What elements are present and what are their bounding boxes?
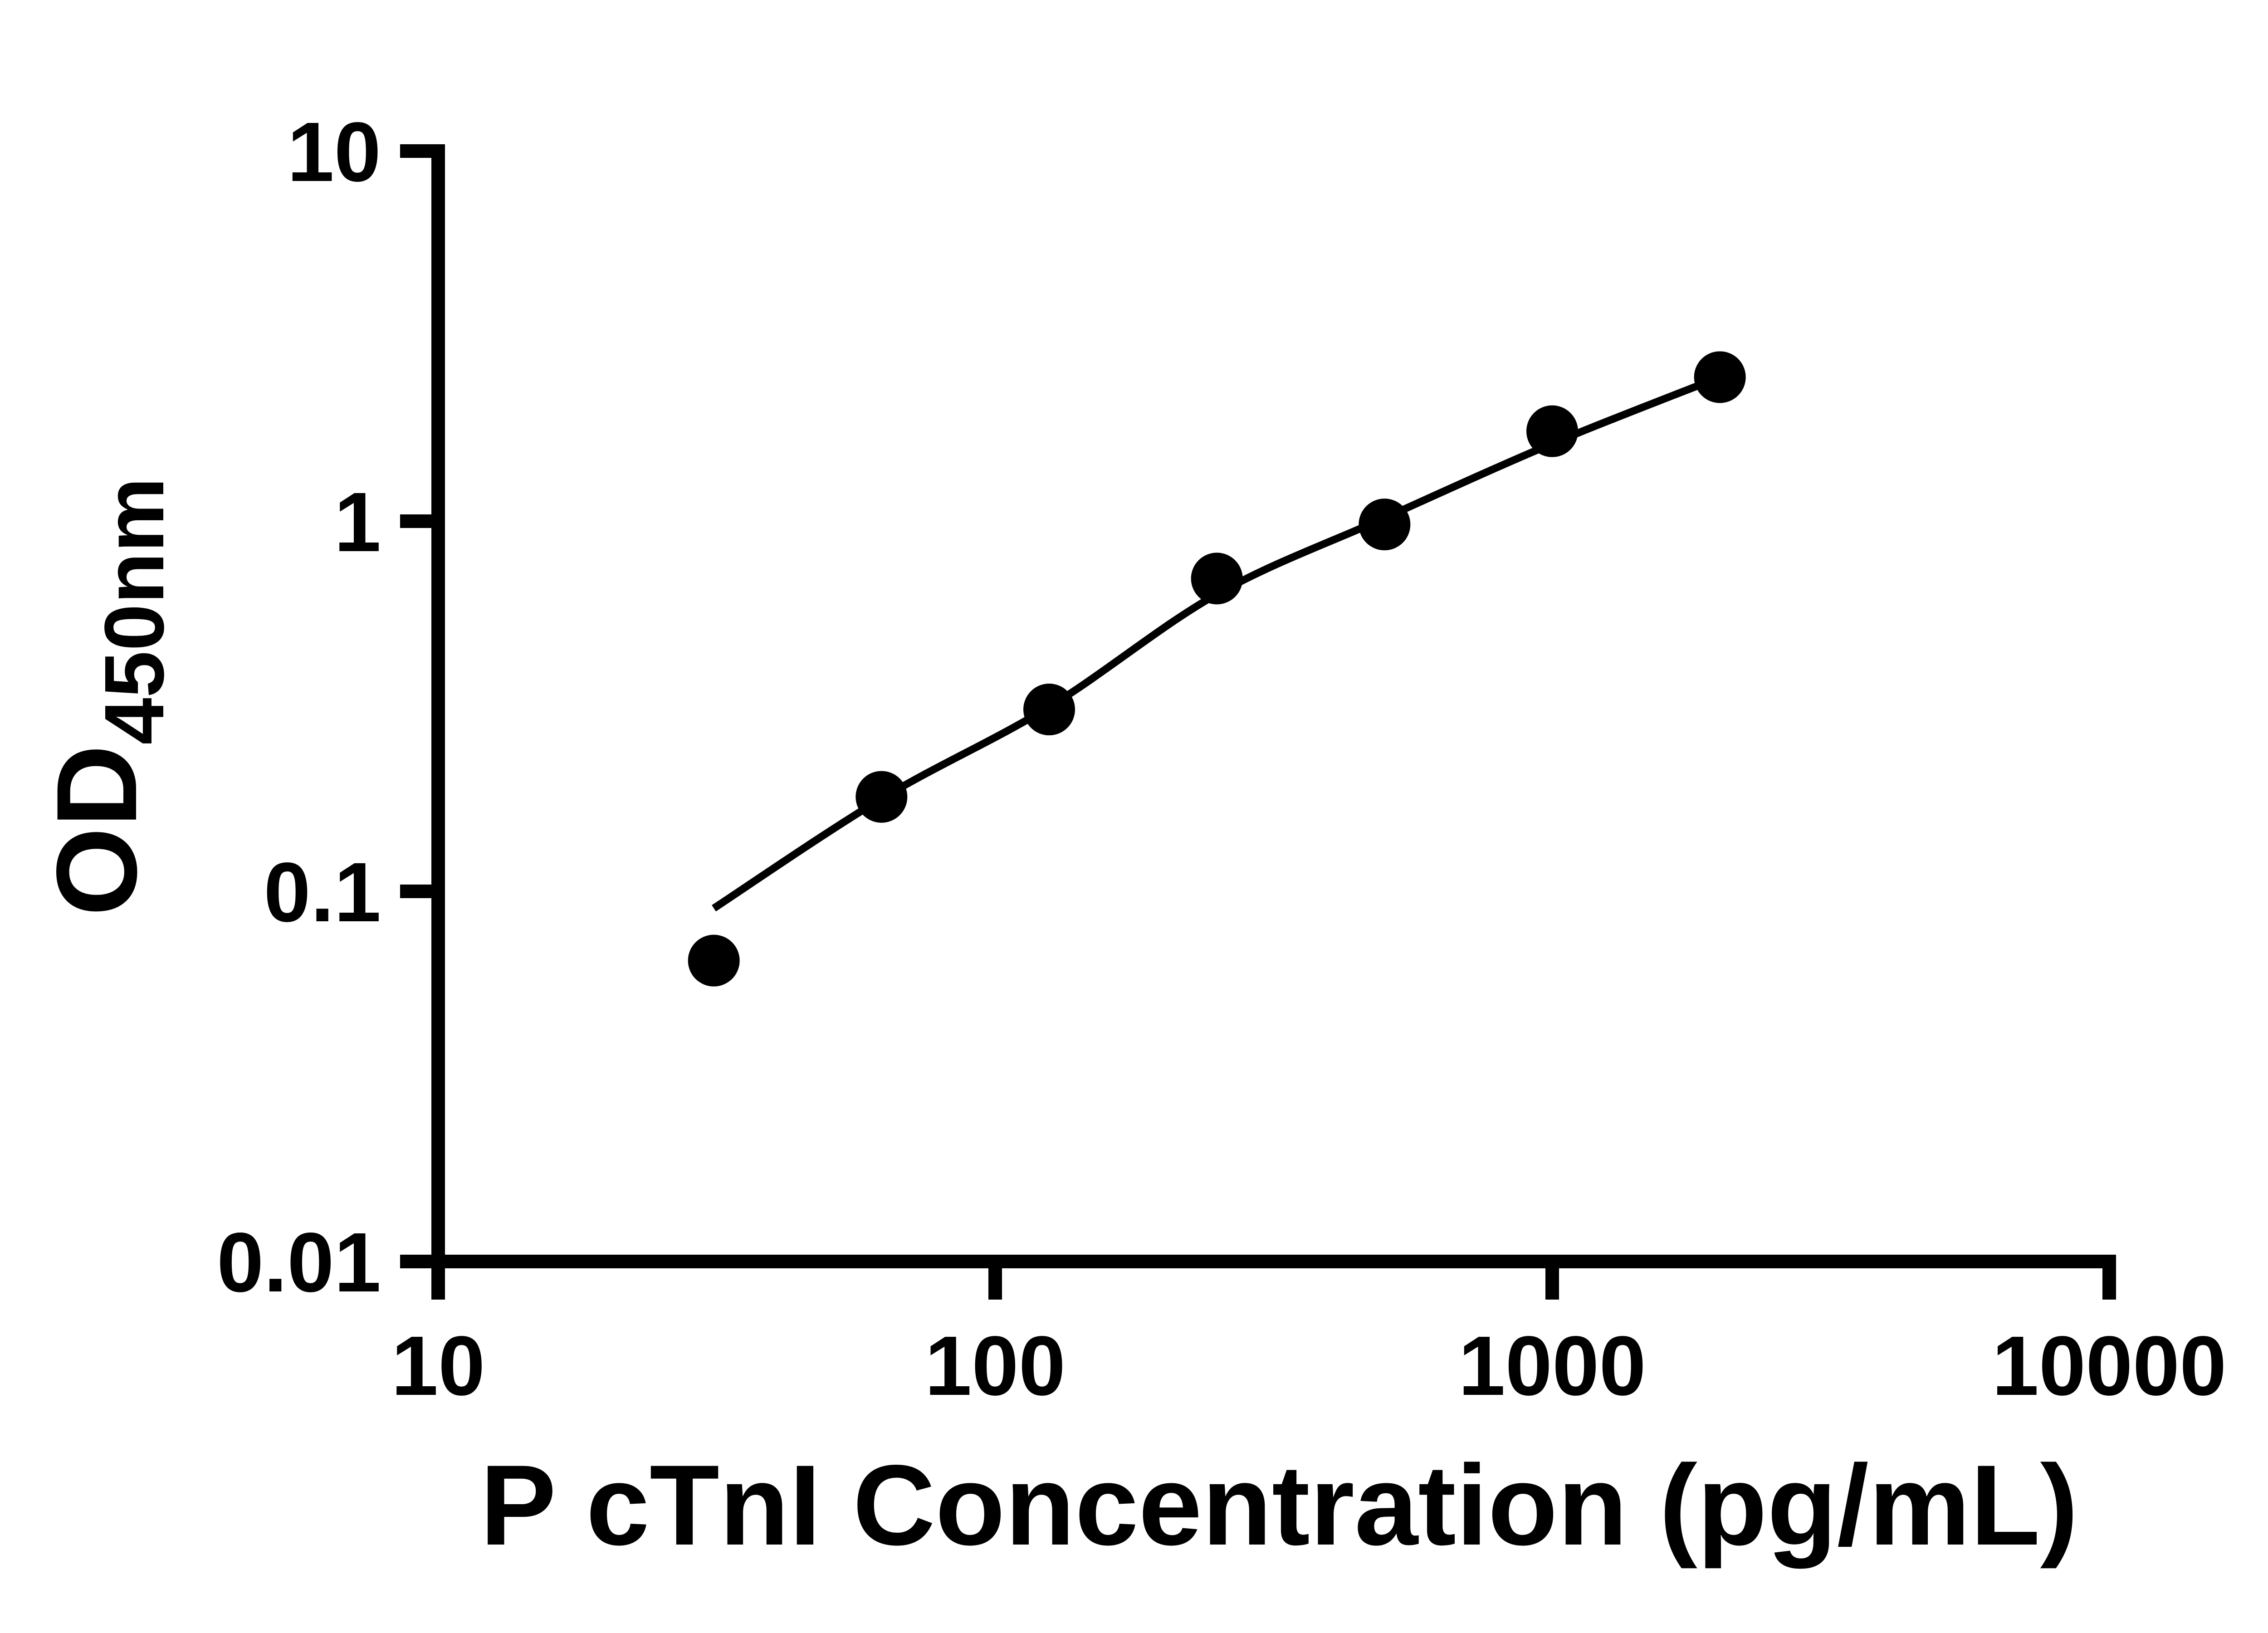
x-tick-label: 10 xyxy=(391,1319,485,1413)
y-tick-label: 10 xyxy=(287,105,381,199)
y-tick-label: 1 xyxy=(334,475,381,569)
y-axis-title-subscript: 450nm xyxy=(88,477,181,744)
data-point xyxy=(1694,351,1746,403)
y-tick-label: 0.01 xyxy=(217,1216,381,1310)
x-tick-label: 100 xyxy=(925,1319,1066,1413)
data-point xyxy=(1023,684,1075,736)
y-axis-title-main: OD xyxy=(33,745,161,916)
y-tick-label: 0.1 xyxy=(264,846,381,939)
x-axis-title: P cTnI Concentration (pg/mL) xyxy=(480,1442,2078,1569)
y-axis-title: OD450nm xyxy=(33,477,181,916)
data-point xyxy=(1359,499,1411,551)
data-point xyxy=(1191,552,1243,605)
data-point xyxy=(688,934,740,987)
x-tick-label: 10000 xyxy=(1992,1319,2226,1413)
data-point xyxy=(855,771,908,823)
fit-curve-line xyxy=(712,373,1721,912)
data-point xyxy=(1526,405,1578,457)
chart-generated-layer: 10 100 1000 10000 10 1 0.1 0.01 xyxy=(217,105,2227,1413)
x-tick-label: 1000 xyxy=(1458,1319,1646,1413)
